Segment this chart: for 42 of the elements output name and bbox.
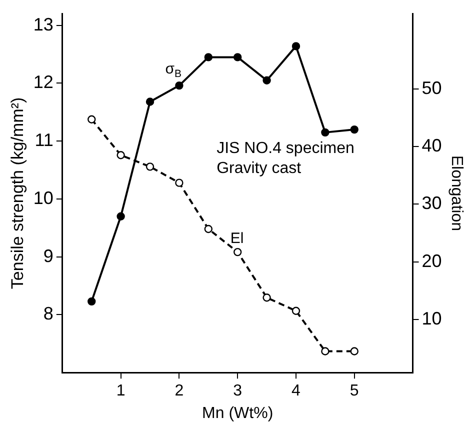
point: [116, 151, 125, 160]
point: [292, 42, 300, 50]
annotation: JIS NO.4 specimen: [216, 140, 354, 158]
point: [350, 347, 358, 356]
y2-tick-label: 20: [422, 250, 442, 271]
y2-tick-label: 30: [422, 193, 442, 214]
point: [204, 53, 213, 62]
y-tick-label: 10: [33, 188, 54, 208]
point: [234, 248, 242, 256]
point: [204, 224, 213, 234]
point: [262, 294, 271, 302]
point: [175, 178, 184, 187]
point: [88, 297, 96, 306]
annotation: Gravity cast: [216, 160, 302, 178]
point: [262, 76, 271, 84]
y-tick-label: 9: [43, 246, 54, 266]
point: [321, 128, 330, 137]
point: [116, 212, 125, 220]
x-tick-label: 2: [174, 382, 184, 400]
point: [88, 115, 96, 124]
point: [321, 347, 330, 356]
y2-tick-label: 10: [422, 308, 442, 328]
point: [146, 162, 154, 171]
x-tick-label: 1: [116, 382, 126, 400]
y2-tick-label: 50: [422, 78, 442, 98]
y2-axis-title: Elongation: [448, 155, 465, 232]
y2-tick-label: 40: [422, 135, 442, 156]
x-tick-label: 3: [233, 382, 242, 400]
y-axis-title: Tensile strength (kg/mm²): [8, 97, 27, 290]
point: [350, 125, 358, 134]
y-tick-label: 12: [33, 72, 54, 92]
point: [175, 81, 184, 90]
point: [292, 306, 300, 315]
y-tick-label: 8: [43, 304, 54, 324]
y-tick-label: 13: [33, 14, 54, 34]
x-axis-title: Mn (Wt%): [202, 404, 274, 422]
x-tick-label: 4: [292, 382, 301, 400]
y-tick-label: 11: [34, 130, 54, 150]
series-label: El: [230, 230, 244, 248]
x-tick-label: 5: [350, 382, 359, 400]
point: [146, 98, 154, 106]
point: [234, 53, 242, 62]
